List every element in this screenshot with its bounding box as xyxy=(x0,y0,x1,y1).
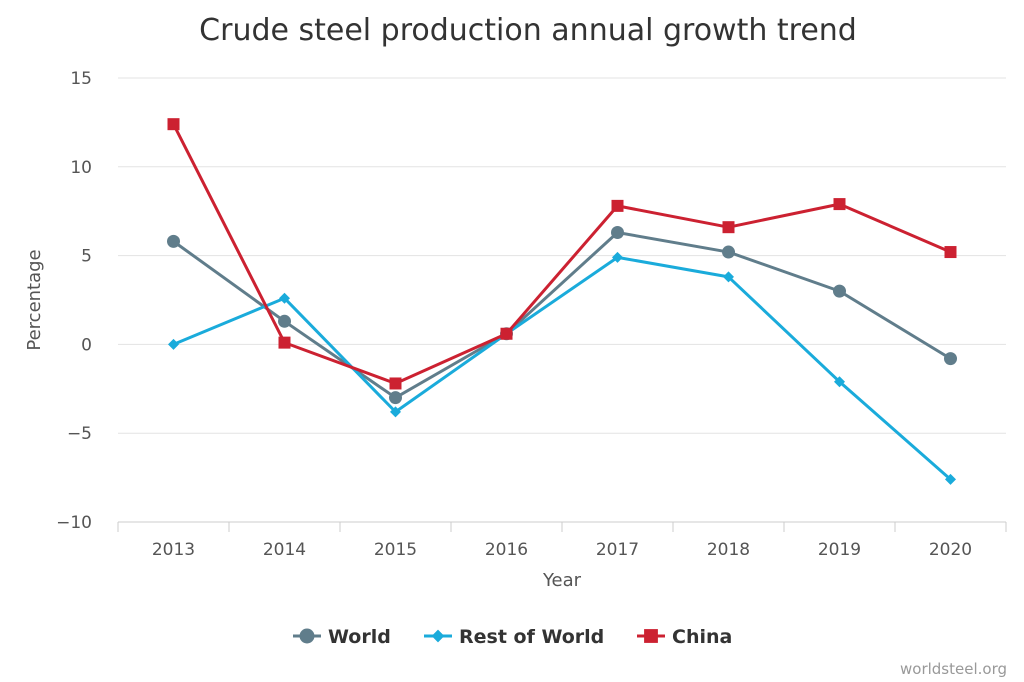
y-tick-label: 15 xyxy=(70,69,92,89)
y-tick-label: 0 xyxy=(81,335,92,355)
x-tick-label: 2015 xyxy=(374,540,417,560)
legend-marker-world xyxy=(299,628,315,644)
x-tick-label: 2016 xyxy=(485,540,528,560)
data-point-china[interactable] xyxy=(611,199,624,212)
data-point-china[interactable] xyxy=(722,221,735,234)
data-point-rest-of-world[interactable] xyxy=(834,376,845,388)
data-point-china[interactable] xyxy=(167,118,180,131)
x-tick-label: 2020 xyxy=(929,540,972,560)
x-axis-label: Year xyxy=(542,570,582,591)
x-tick-label: 2014 xyxy=(263,540,306,560)
x-tick-label: 2019 xyxy=(818,540,861,560)
x-tick-label: 2013 xyxy=(152,540,195,560)
data-point-world[interactable] xyxy=(722,245,735,259)
legend-label: China xyxy=(672,626,732,648)
data-point-rest-of-world[interactable] xyxy=(168,338,179,350)
data-point-rest-of-world[interactable] xyxy=(945,473,956,485)
data-point-world[interactable] xyxy=(833,284,846,298)
data-point-china[interactable] xyxy=(944,246,957,259)
x-tick-label: 2017 xyxy=(596,540,639,560)
x-tick-label: 2018 xyxy=(707,540,750,560)
data-point-world[interactable] xyxy=(278,314,291,328)
legend-marker-china xyxy=(644,629,658,643)
legend-marker-rest-of-world xyxy=(431,629,445,643)
legend-item-rest-of-world[interactable]: Rest of World xyxy=(424,626,604,648)
data-point-world[interactable] xyxy=(944,352,957,366)
data-point-china[interactable] xyxy=(278,336,291,349)
series-line-rest-of-world xyxy=(172,255,952,481)
x-axis: 2013 2014 2015 2016 2017 2018 2019 2020 xyxy=(117,521,1007,560)
series-rest-of-world xyxy=(168,251,956,485)
data-point-china[interactable] xyxy=(500,327,513,340)
y-tick-label: −10 xyxy=(56,513,92,533)
series-china xyxy=(167,118,957,390)
data-point-china[interactable] xyxy=(833,198,846,211)
y-tick-label: −5 xyxy=(67,424,92,444)
series-layer xyxy=(167,118,957,485)
data-point-rest-of-world[interactable] xyxy=(723,271,734,283)
y-axis-ticks: −10 −5 0 5 10 15 xyxy=(56,69,92,533)
legend-item-world[interactable]: World xyxy=(293,626,391,648)
y-tick-label: 5 xyxy=(81,247,92,267)
credit-link[interactable]: worldsteel.org xyxy=(900,660,1007,678)
data-point-world[interactable] xyxy=(611,226,624,240)
series-line-china xyxy=(172,123,952,385)
legend: World Rest of World China xyxy=(293,626,732,648)
data-point-china[interactable] xyxy=(389,377,402,390)
legend-label: Rest of World xyxy=(459,626,604,648)
y-tick-label: 10 xyxy=(70,158,92,178)
data-point-rest-of-world[interactable] xyxy=(612,251,623,263)
data-point-rest-of-world[interactable] xyxy=(390,406,401,418)
legend-item-china[interactable]: China xyxy=(637,626,732,648)
data-point-rest-of-world[interactable] xyxy=(279,292,290,304)
data-point-world[interactable] xyxy=(167,234,180,248)
series-line-world xyxy=(172,231,952,400)
y-axis-label: Percentage xyxy=(24,249,45,350)
chart-title: Crude steel production annual growth tre… xyxy=(199,13,857,48)
data-point-world[interactable] xyxy=(389,391,402,405)
grid-lines xyxy=(118,77,1006,434)
legend-label: World xyxy=(328,626,391,648)
